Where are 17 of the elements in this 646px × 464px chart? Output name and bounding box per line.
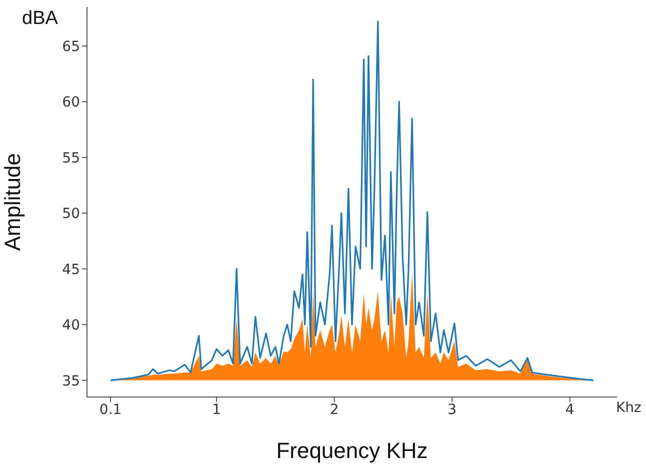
y-tick-label: 35 (62, 373, 80, 390)
text: dBA (22, 8, 58, 30)
text: Khz (616, 400, 642, 416)
y-tick-label: 60 (62, 94, 80, 111)
y-axis-title: Amplitude (0, 153, 25, 251)
y-tick-label: 50 (62, 206, 80, 222)
y-tick-label: 45 (62, 262, 80, 278)
x-tick-label: 4 (565, 402, 574, 418)
x-tick-label: 0.1 (99, 402, 122, 418)
y-tick-label: 40 (62, 318, 80, 334)
x-tick-label: 2 (330, 402, 339, 418)
y-tick-label: 65 (62, 38, 80, 55)
line-series (110, 20, 594, 382)
x-axis-title: Frequency KHz (276, 438, 428, 463)
x-tick-label: 3 (448, 402, 457, 418)
y-tick-label: 55 (62, 150, 80, 166)
x-tick-label: 1 (212, 402, 222, 418)
